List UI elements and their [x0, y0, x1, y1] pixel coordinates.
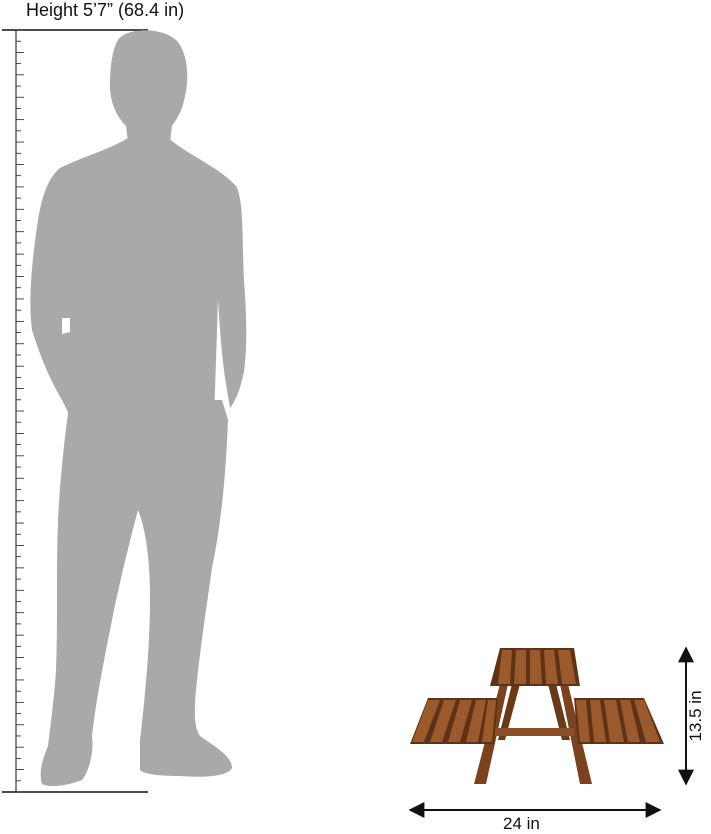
left-shelf	[410, 698, 498, 744]
product-width-label: 24 in	[503, 814, 540, 833]
person-height-label: Height 5’7” (68.4 in)	[26, 0, 185, 20]
stand-crossbar	[494, 728, 574, 736]
product-height-label: 13.5 in	[686, 690, 705, 742]
stand-legs	[474, 684, 592, 784]
right-shelf	[574, 698, 664, 744]
top-shelf	[490, 648, 580, 686]
ruler-ticks	[2, 29, 148, 793]
